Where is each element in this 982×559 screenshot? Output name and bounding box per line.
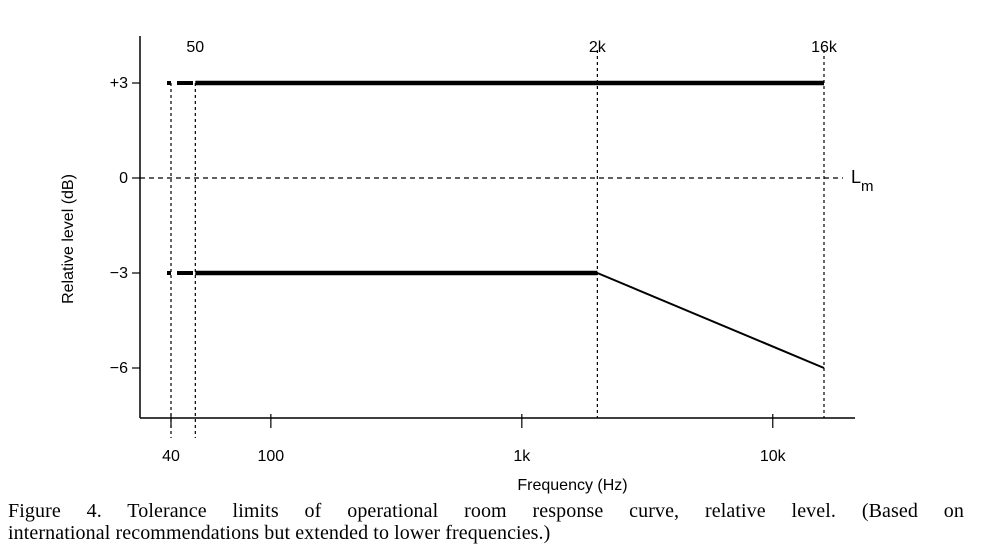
reference-line-label: Lm bbox=[851, 167, 874, 195]
series bbox=[167, 80, 825, 369]
x-tick-label: 10k bbox=[760, 448, 787, 465]
x-tick-label: 40 bbox=[162, 448, 180, 465]
x-axis-title: Frequency (Hz) bbox=[517, 477, 627, 494]
y-tick-label: −3 bbox=[110, 265, 128, 282]
reference-line-subscript: m bbox=[861, 178, 874, 195]
caption-line-2: international recommendations but extend… bbox=[8, 522, 551, 544]
lower-limit-slope bbox=[596, 272, 825, 369]
labels: +3 0 −3 −6 40 100 1k 10k 50 2k 16k Lm Frequency (Hz)… bbox=[60, 39, 874, 494]
chart: +3 0 −3 −6 40 100 1k 10k 50 2k 16k Lm Frequency (Hz)… bbox=[60, 36, 874, 494]
y-axis-title: Relative level (dB) bbox=[60, 174, 77, 304]
guides bbox=[140, 50, 843, 438]
figure-caption: Figure 4. Tolerance limits of operationa… bbox=[8, 500, 964, 544]
y-tick-label: 0 bbox=[119, 170, 128, 187]
y-tick-label: −6 bbox=[110, 360, 128, 377]
axes bbox=[132, 36, 855, 428]
x-tick-label: 1k bbox=[513, 448, 531, 465]
top-tick-label: 16k bbox=[811, 39, 838, 56]
caption-line-1: Figure 4. Tolerance limits of operationa… bbox=[8, 500, 964, 522]
y-tick-label: +3 bbox=[110, 75, 128, 92]
x-tick-label: 100 bbox=[258, 448, 285, 465]
top-tick-label: 2k bbox=[589, 39, 607, 56]
top-tick-label: 50 bbox=[186, 39, 204, 56]
